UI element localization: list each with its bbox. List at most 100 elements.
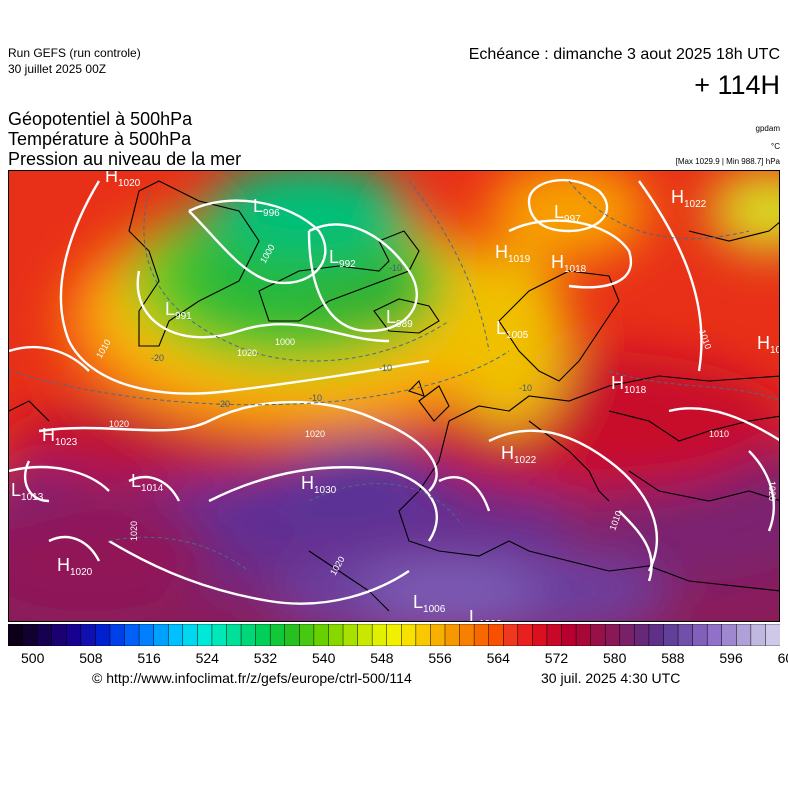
colorbar-swatch — [36, 624, 53, 646]
geopotential-field — [9, 171, 779, 621]
colorbar-swatch — [459, 624, 475, 646]
colorbar-tick-label: 500 — [21, 650, 45, 666]
colorbar-swatch — [80, 624, 97, 646]
param-geopotential: Géopotentiel à 500hPa — [8, 109, 193, 129]
colorbar-swatch — [269, 624, 286, 646]
generation-time: 30 juil. 2025 4:30 UTC — [541, 670, 681, 686]
colorbar-swatch — [604, 624, 621, 646]
colorbar-tick-label: 564 — [486, 650, 510, 666]
colorbar-swatch — [197, 624, 213, 646]
pressure-center: H1022 — [671, 187, 707, 210]
pressure-center: L996 — [253, 196, 280, 219]
colorbar-swatch — [226, 624, 242, 646]
pressure-center: L991 — [165, 299, 192, 322]
unit-temperature: °C — [771, 142, 780, 151]
source-credit: © http://www.infoclimat.fr/z/gefs/europe… — [92, 670, 412, 686]
colorbar-swatch — [313, 624, 330, 646]
colorbar-swatch — [51, 624, 68, 646]
pressure-center: L1006 — [413, 592, 446, 615]
pressure-center: H1018 — [551, 252, 587, 275]
colorbar-swatch — [371, 624, 388, 646]
weather-map: H1020 L996 L997 H1022 L992 H1019 H1018 L… — [8, 170, 780, 622]
colorbar-swatch — [95, 624, 111, 646]
forecast-valid-time: Echéance : dimanche 3 aout 2025 18h UTC — [468, 46, 780, 63]
unit-geopotential: gpdam — [755, 124, 780, 133]
colorbar-swatch — [706, 624, 723, 646]
colorbar-swatch — [677, 624, 694, 646]
colorbar-swatch — [473, 624, 490, 646]
colorbar-swatch — [357, 624, 373, 646]
colorbar-swatch — [8, 624, 24, 646]
colorbar-swatch — [66, 624, 82, 646]
unit-pressure-range: [Max 1029.9 | Min 988.7] hPa — [675, 157, 780, 166]
colorbar-swatch — [240, 624, 257, 646]
colorbar-swatch — [736, 624, 752, 646]
colorbar-swatch — [575, 624, 592, 646]
temperature-label: -20 — [217, 399, 230, 409]
colorbar-swatch — [648, 624, 665, 646]
temperature-label: -10 — [519, 383, 532, 393]
colorbar-swatch — [386, 624, 403, 646]
colorbar-tick-label: 604 — [777, 650, 788, 666]
colorbar-swatch — [182, 624, 199, 646]
pressure-center: H1023 — [42, 425, 78, 448]
colorbar-swatch — [590, 624, 606, 646]
temperature-label: -20 — [151, 353, 164, 363]
colorbar-swatch — [561, 624, 577, 646]
pressure-center: H1019 — [495, 242, 531, 265]
colorbar-swatch — [517, 624, 534, 646]
colorbar-swatch — [532, 624, 548, 646]
pressure-center: H1030 — [301, 473, 337, 496]
colorbar-swatch — [109, 624, 126, 646]
colorbar-tick-label: 596 — [719, 650, 743, 666]
colorbar-tick-label: 532 — [253, 650, 278, 666]
pressure-center: L1005 — [496, 318, 529, 341]
pressure-center: H1018 — [611, 373, 647, 396]
colorbar-swatch — [634, 624, 650, 646]
isotherms — [9, 180, 779, 572]
pressure-center: H1020 — [57, 555, 93, 578]
colorbar-tick-label: 580 — [603, 650, 627, 666]
pressure-center: H10 — [757, 333, 780, 356]
pressure-center: H1020 — [105, 171, 141, 189]
lead-time: + 114H — [694, 70, 780, 100]
coastlines — [9, 180, 779, 612]
colorbar-tick-label: 572 — [544, 650, 569, 666]
colorbar-swatch — [342, 624, 359, 646]
colorbar-swatch — [663, 624, 679, 646]
param-mslp: Pression au niveau de la mer — [8, 149, 242, 169]
colorbar-swatch — [167, 624, 184, 646]
colorbar-tick-label: 524 — [195, 650, 219, 666]
colorbar-swatch — [503, 624, 519, 646]
pressure-center: L997 — [554, 202, 581, 225]
colorbar-swatch — [721, 624, 738, 646]
pressure-center: L1013 — [11, 480, 44, 503]
run-date: 30 juillet 2025 00Z — [8, 62, 107, 76]
isobar-label: 1020 — [237, 348, 257, 358]
isobars — [9, 178, 779, 605]
colorbar-tick-label: 556 — [428, 650, 452, 666]
pressure-centers: H1020 L996 L997 H1022 L992 H1019 H1018 L… — [11, 171, 780, 622]
colorbar-tick-label: 540 — [312, 650, 336, 666]
param-temperature: Température à 500hPa — [8, 129, 192, 149]
colorbar-swatch — [284, 624, 301, 646]
colorbar-swatch — [619, 624, 636, 646]
colorbar-swatch — [124, 624, 140, 646]
temperature-label: -10 — [389, 263, 402, 273]
colorbar-swatch — [415, 624, 432, 646]
isobar-label: 1020 — [767, 481, 777, 501]
colorbar-swatch — [546, 624, 563, 646]
colorbar-swatch — [138, 624, 155, 646]
colorbar-swatch — [299, 624, 315, 646]
colorbar-swatch — [430, 624, 446, 646]
colorbar-swatch — [153, 624, 169, 646]
isobar-label: 1020 — [109, 419, 129, 429]
temperature-label: -10 — [379, 363, 392, 373]
isobar-label: 1010 — [709, 429, 729, 439]
pressure-center: L1006 — [469, 607, 502, 622]
colorbar-tick-label: 516 — [137, 650, 161, 666]
colorbar-swatch — [211, 624, 228, 646]
colorbar-swatch — [692, 624, 708, 646]
colorbar-ticks: 500 508 516 524 532 540 548 556 564 572 580 588 596 6… — [8, 646, 788, 670]
temperature-labels: -20 -10 -20 -10 -10 -10 — [151, 263, 532, 409]
